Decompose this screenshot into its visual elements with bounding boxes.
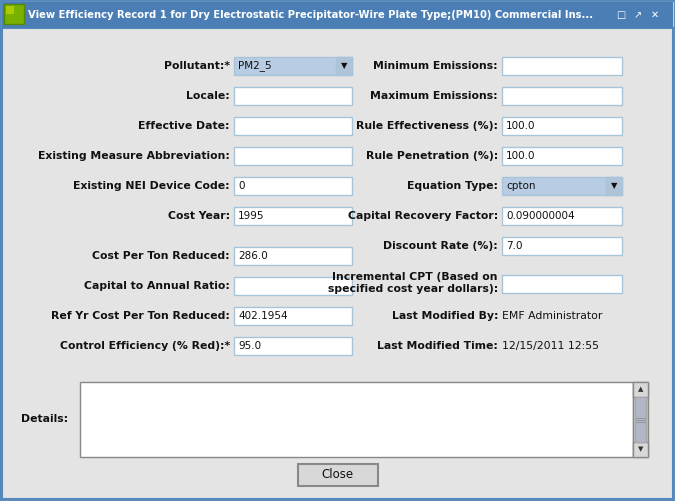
FancyBboxPatch shape xyxy=(635,397,646,442)
FancyBboxPatch shape xyxy=(4,4,24,24)
Text: 1995: 1995 xyxy=(238,211,265,221)
FancyBboxPatch shape xyxy=(234,87,352,105)
Text: Pollutant:*: Pollutant:* xyxy=(164,61,230,71)
FancyBboxPatch shape xyxy=(234,177,352,195)
Text: 286.0: 286.0 xyxy=(238,251,268,261)
FancyBboxPatch shape xyxy=(234,117,352,135)
Text: Locale:: Locale: xyxy=(186,91,230,101)
FancyBboxPatch shape xyxy=(502,147,622,165)
Text: Discount Rate (%):: Discount Rate (%): xyxy=(383,241,498,251)
Text: Cost Year:: Cost Year: xyxy=(168,211,230,221)
FancyBboxPatch shape xyxy=(234,277,352,295)
Text: ✕: ✕ xyxy=(651,10,659,20)
FancyBboxPatch shape xyxy=(298,464,377,486)
Text: 402.1954: 402.1954 xyxy=(238,311,288,321)
Text: Existing Measure Abbreviation:: Existing Measure Abbreviation: xyxy=(38,151,230,161)
FancyBboxPatch shape xyxy=(6,6,14,14)
Text: Control Efficiency (% Red):*: Control Efficiency (% Red):* xyxy=(60,341,230,351)
FancyBboxPatch shape xyxy=(633,382,648,457)
Text: Cost Per Ton Reduced:: Cost Per Ton Reduced: xyxy=(92,251,230,261)
FancyBboxPatch shape xyxy=(234,147,352,165)
FancyBboxPatch shape xyxy=(502,177,622,195)
FancyBboxPatch shape xyxy=(234,307,352,325)
Text: 95.0: 95.0 xyxy=(238,341,261,351)
FancyBboxPatch shape xyxy=(633,442,648,457)
FancyBboxPatch shape xyxy=(2,2,673,28)
Text: Capital to Annual Ratio:: Capital to Annual Ratio: xyxy=(84,281,230,291)
Text: PM2_5: PM2_5 xyxy=(238,61,271,72)
FancyBboxPatch shape xyxy=(502,207,622,225)
FancyBboxPatch shape xyxy=(80,382,633,457)
Text: ↗: ↗ xyxy=(634,10,642,20)
FancyBboxPatch shape xyxy=(502,117,622,135)
Text: 12/15/2011 12:55: 12/15/2011 12:55 xyxy=(502,341,599,351)
FancyBboxPatch shape xyxy=(502,87,622,105)
FancyBboxPatch shape xyxy=(2,28,673,499)
Text: Equation Type:: Equation Type: xyxy=(407,181,498,191)
FancyBboxPatch shape xyxy=(234,57,352,75)
Text: ▼: ▼ xyxy=(611,181,617,190)
FancyBboxPatch shape xyxy=(633,382,648,397)
FancyBboxPatch shape xyxy=(336,57,352,75)
Text: View Efficiency Record 1 for Dry Electrostatic Precipitator-Wire Plate Type;(PM1: View Efficiency Record 1 for Dry Electro… xyxy=(28,10,593,20)
Text: 100.0: 100.0 xyxy=(506,121,535,131)
Text: Incremental CPT (Based on: Incremental CPT (Based on xyxy=(333,272,498,282)
Text: Maximum Emissions:: Maximum Emissions: xyxy=(371,91,498,101)
FancyBboxPatch shape xyxy=(502,57,622,75)
Text: specified cost year dollars):: specified cost year dollars): xyxy=(328,284,498,294)
Text: Existing NEI Device Code:: Existing NEI Device Code: xyxy=(74,181,230,191)
Text: Details:: Details: xyxy=(21,414,68,424)
Text: Minimum Emissions:: Minimum Emissions: xyxy=(373,61,498,71)
Text: Capital Recovery Factor:: Capital Recovery Factor: xyxy=(348,211,498,221)
FancyBboxPatch shape xyxy=(234,337,352,355)
Text: ▲: ▲ xyxy=(638,386,643,392)
Text: Ref Yr Cost Per Ton Reduced:: Ref Yr Cost Per Ton Reduced: xyxy=(51,311,230,321)
Text: 0: 0 xyxy=(238,181,244,191)
Text: Effective Date:: Effective Date: xyxy=(138,121,230,131)
Text: Last Modified By:: Last Modified By: xyxy=(392,311,498,321)
Text: Last Modified Time:: Last Modified Time: xyxy=(377,341,498,351)
FancyBboxPatch shape xyxy=(502,237,622,255)
Text: 7.0: 7.0 xyxy=(506,241,522,251)
FancyBboxPatch shape xyxy=(606,177,622,195)
FancyBboxPatch shape xyxy=(502,275,622,293)
Text: □: □ xyxy=(616,10,626,20)
Text: Close: Close xyxy=(321,468,354,481)
Text: ▼: ▼ xyxy=(638,446,643,452)
Text: 100.0: 100.0 xyxy=(506,151,535,161)
FancyBboxPatch shape xyxy=(234,247,352,265)
Text: cpton: cpton xyxy=(506,181,535,191)
Text: EMF Administrator: EMF Administrator xyxy=(502,311,602,321)
Text: 0.090000004: 0.090000004 xyxy=(506,211,574,221)
Text: Rule Penetration (%):: Rule Penetration (%): xyxy=(366,151,498,161)
Text: ▼: ▼ xyxy=(341,62,347,71)
Text: Rule Effectiveness (%):: Rule Effectiveness (%): xyxy=(356,121,498,131)
FancyBboxPatch shape xyxy=(234,207,352,225)
